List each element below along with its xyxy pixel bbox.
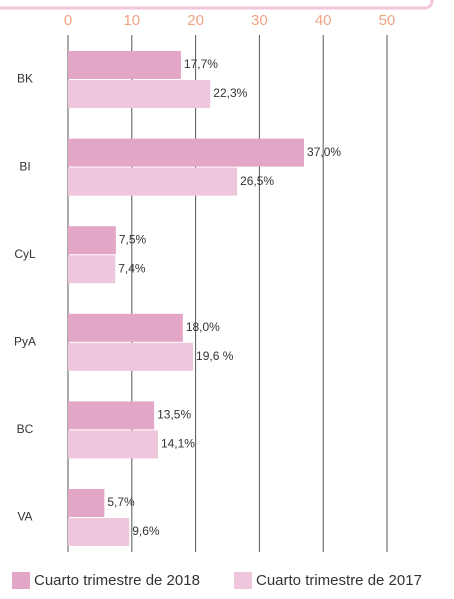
value-label: 7,4% — [118, 261, 146, 275]
value-label: 19,6 % — [196, 349, 234, 363]
bar — [68, 430, 158, 459]
bar — [68, 167, 238, 196]
bar — [68, 51, 181, 79]
bar — [68, 138, 305, 167]
y-tick-label: BC — [17, 422, 34, 436]
x-tick-label: 0 — [64, 12, 72, 29]
bar — [68, 226, 116, 255]
legend-swatch — [234, 572, 252, 589]
value-label: 5,7% — [107, 495, 135, 509]
value-label: 14,1% — [161, 437, 195, 451]
y-tick-label: BK — [17, 72, 33, 86]
bar — [68, 313, 183, 342]
value-label: 13,5% — [157, 408, 191, 422]
value-label: 17,7% — [184, 57, 218, 71]
x-tick-label: 10 — [123, 12, 140, 29]
bar — [68, 255, 116, 284]
bar — [68, 518, 130, 546]
value-label: 22,3% — [213, 86, 247, 100]
bar — [68, 342, 194, 371]
bar — [68, 401, 155, 430]
bar — [68, 489, 105, 517]
value-label: 26,5% — [240, 174, 274, 188]
header-decoration — [0, 0, 434, 10]
x-tick-label: 20 — [187, 12, 204, 29]
value-label: 9,6% — [132, 524, 160, 538]
legend-swatch — [12, 572, 30, 589]
y-tick-label: PyA — [14, 334, 36, 348]
value-label: 37,0% — [307, 145, 341, 159]
y-tick-label: BI — [19, 159, 30, 173]
x-tick-label: 30 — [251, 12, 268, 29]
legend-label: Cuarto trimestre de 2017 — [256, 572, 422, 589]
legend-label: Cuarto trimestre de 2018 — [34, 572, 200, 589]
value-label: 18,0% — [186, 320, 220, 334]
x-tick-label: 40 — [315, 12, 332, 29]
value-label: 7,5% — [119, 232, 147, 246]
x-tick-label: 50 — [379, 12, 396, 29]
y-tick-label: CyL — [14, 247, 36, 261]
bar — [68, 80, 211, 108]
y-tick-label: VA — [17, 510, 32, 524]
